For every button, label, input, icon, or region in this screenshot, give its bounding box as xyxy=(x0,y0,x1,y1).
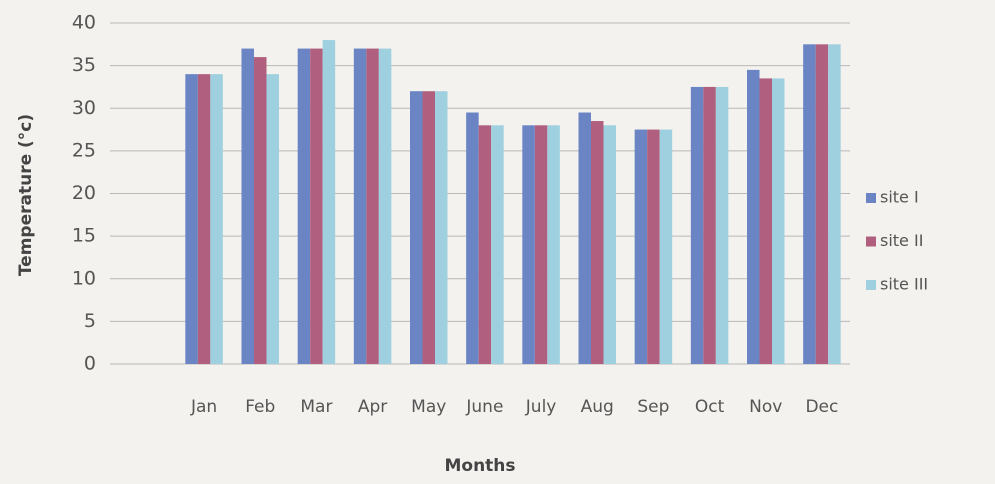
legend-label: site II xyxy=(880,231,923,250)
bar xyxy=(210,74,223,365)
bar xyxy=(591,121,604,364)
y-tick-label: 20 xyxy=(72,182,96,204)
bar xyxy=(478,125,492,364)
x-tick-label: Oct xyxy=(695,397,725,417)
bar xyxy=(410,91,423,364)
bar xyxy=(634,129,648,364)
y-axis-label: Temperature (°c) xyxy=(16,114,36,276)
bar xyxy=(759,78,772,364)
bar xyxy=(378,48,392,364)
bar xyxy=(322,40,336,365)
bar xyxy=(690,86,704,364)
bar xyxy=(297,48,311,364)
bar xyxy=(828,44,841,364)
bar xyxy=(422,91,435,364)
bar xyxy=(366,48,379,364)
bar xyxy=(647,129,660,364)
y-tick-label: 15 xyxy=(72,225,96,247)
bar xyxy=(241,48,254,364)
x-tick-label: July xyxy=(525,397,557,417)
bar xyxy=(266,74,279,365)
bar xyxy=(466,112,479,364)
legend-label: site III xyxy=(880,275,928,294)
bar xyxy=(491,125,504,364)
y-tick-label: 35 xyxy=(72,54,96,76)
bar xyxy=(803,44,816,364)
bar xyxy=(534,125,548,364)
bar xyxy=(522,125,535,364)
bar xyxy=(254,57,267,364)
x-tick-label: Nov xyxy=(749,397,782,417)
y-tick-label: 25 xyxy=(72,139,96,161)
bar xyxy=(353,48,367,364)
bar xyxy=(659,129,673,364)
x-tick-label: Apr xyxy=(358,397,387,417)
legend-swatch xyxy=(866,280,876,290)
y-tick-label: 40 xyxy=(72,12,96,34)
bar xyxy=(435,91,448,364)
bar xyxy=(715,86,729,364)
x-tick-label: May xyxy=(411,397,446,417)
bar xyxy=(197,74,211,365)
y-tick-label: 5 xyxy=(84,310,96,332)
bar xyxy=(185,74,198,365)
bar xyxy=(747,69,760,364)
bar xyxy=(815,44,829,364)
legend-label: site I xyxy=(880,188,919,207)
bar xyxy=(772,78,785,364)
x-tick-label: Aug xyxy=(581,397,614,417)
y-tick-label: 30 xyxy=(72,97,96,119)
x-tick-label: Jan xyxy=(190,397,217,417)
x-axis-label: Months xyxy=(444,456,515,476)
y-tick-label: 10 xyxy=(72,267,96,289)
bar xyxy=(310,48,323,364)
bar xyxy=(603,125,616,364)
x-tick-label: Feb xyxy=(245,397,275,417)
legend-swatch xyxy=(866,236,876,247)
x-tick-label: Dec xyxy=(805,397,838,417)
x-tick-label: Mar xyxy=(300,397,332,417)
bar xyxy=(547,125,560,364)
x-tick-label: June xyxy=(465,397,503,417)
bar xyxy=(703,86,716,364)
bar xyxy=(578,112,591,364)
legend-swatch xyxy=(866,193,876,203)
x-tick-label: Sep xyxy=(637,397,669,417)
y-tick-label: 0 xyxy=(84,353,96,375)
